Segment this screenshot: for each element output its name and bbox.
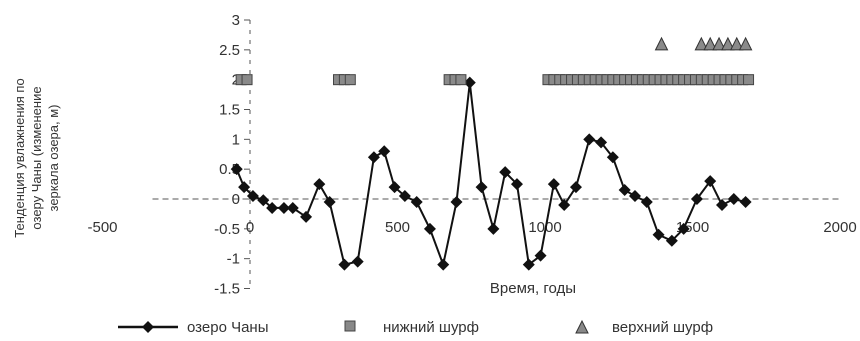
legend-item-lower-pit: нижний шурф [344,319,479,336]
data-point-diamond [230,163,243,176]
legend-label-upper-pit: верхний шурф [612,319,713,336]
data-point-triangle [703,36,718,51]
data-point-diamond [739,195,752,208]
y-tick-label: 1.5 [219,102,240,119]
y-tick-label: -1.5 [214,281,240,298]
data-point-diamond [338,258,351,271]
data-point-diamond [410,195,423,208]
legend-item-upper-pit: верхний шурф [575,319,713,336]
plot-area [230,36,755,271]
data-point-diamond [690,193,703,205]
x-tick-label: 500 [385,219,410,236]
legend: озеро Чаны нижний шурф верхний шурф [118,319,713,336]
data-point-diamond [569,181,582,194]
legend-label-lake: озеро Чаны [187,319,268,336]
data-point-diamond [716,198,728,211]
data-point-diamond [351,255,364,268]
y-tick-label: 3 [232,12,240,29]
data-point-square [344,74,356,86]
data-point-diamond [595,136,608,149]
data-point-diamond [510,178,523,191]
data-point-diamond [727,193,740,205]
data-point-diamond [398,190,411,203]
x-tick-label: 2000 [823,219,856,236]
data-point-diamond [423,222,436,235]
data-point-diamond [534,249,547,262]
data-point-diamond [628,190,641,203]
data-point-square [241,74,253,86]
y-axis-title: Тенденция увлажнения по озеру Чаны (изме… [12,78,61,237]
data-point-diamond [238,181,251,194]
data-point-diamond [378,145,391,158]
data-point-triangle [654,36,669,51]
data-point-diamond [277,201,290,214]
data-point-diamond [300,210,313,223]
data-point-diamond [558,198,571,211]
y-tick-label: 2.5 [219,42,240,59]
y-tick-label: 0 [232,191,240,208]
data-point-square [455,74,467,86]
y-tick-label: -1 [227,251,240,268]
data-point-diamond [704,175,717,188]
data-point-diamond [313,178,326,191]
data-point-diamond [266,201,279,214]
data-point-triangle [721,36,735,51]
axes: -1.5-1-0.500.511.522.53-5000500100015002… [87,12,856,298]
data-point-diamond [286,201,299,214]
x-tick-label: -500 [87,219,117,236]
legend-item-lake: озеро Чаны [118,319,268,336]
data-point-diamond [499,166,512,179]
data-point-diamond [652,228,665,241]
data-point-diamond [677,222,690,235]
y-tick-label: 1 [232,131,240,148]
data-point-triangle [738,36,753,51]
data-point-diamond [487,222,500,235]
data-point-square [743,74,755,86]
data-point-triangle [712,36,726,51]
data-point-diamond [522,258,535,271]
series-1 [235,74,755,86]
data-point-diamond [640,195,653,208]
data-point-diamond [583,133,596,146]
y-tick-label: -0.5 [214,221,240,238]
x-axis-title: Время, годы [490,280,576,297]
data-point-triangle [694,36,709,51]
y-axis-title-line-3: зеркала озера, м) [46,105,61,212]
data-point-diamond [450,195,463,208]
data-point-triangle [729,36,744,51]
data-point-diamond [606,151,619,164]
data-point-diamond [437,258,450,271]
series-line [235,82,746,269]
data-point-diamond [323,195,336,208]
data-point-diamond [257,194,270,207]
data-point-diamond [463,76,476,89]
data-point-diamond [475,181,488,194]
series-0 [230,76,752,271]
x-tick-label: 0 [246,219,254,236]
data-point-diamond [388,181,401,194]
series-2 [654,36,753,51]
data-point-diamond [665,234,678,247]
data-point-diamond [246,190,259,203]
legend-label-lower-pit: нижний шурф [383,319,479,336]
data-point-diamond [367,151,380,164]
data-point-diamond [618,184,631,197]
y-axis-title-line-2: озеру Чаны (изменение [29,86,44,229]
y-axis-title-line-1: Тенденция увлажнения по [12,78,27,237]
data-point-diamond [547,178,560,191]
